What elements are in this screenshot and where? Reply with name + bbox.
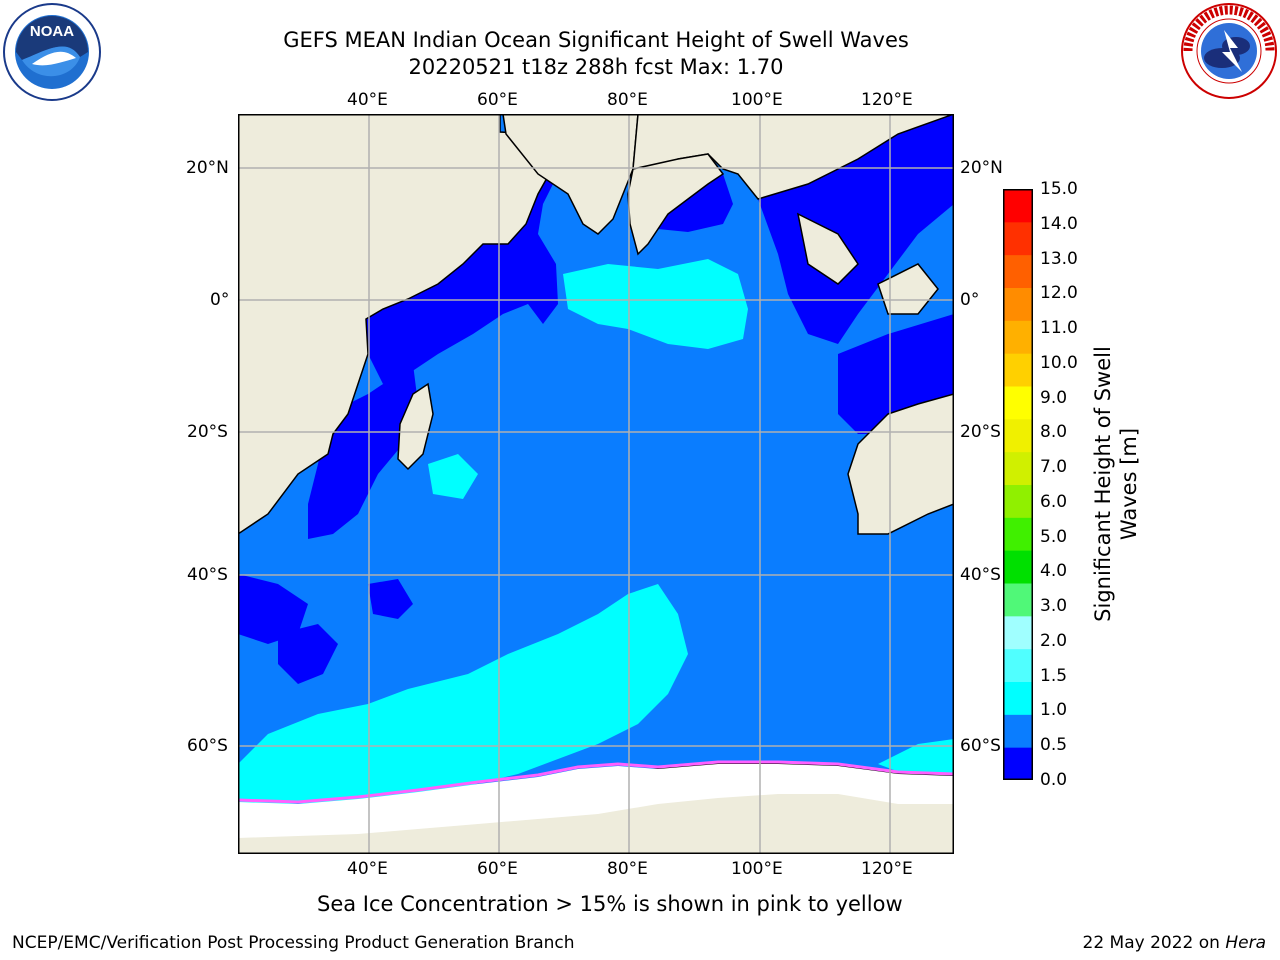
colorbar-segment	[1003, 418, 1033, 453]
colorbar-tick-label: 8.0	[1040, 422, 1068, 443]
moderate-swell-zones	[238, 259, 954, 806]
colorbar-tick-label: 3.0	[1040, 596, 1068, 617]
nws-logo	[1180, 2, 1278, 100]
colorbar	[1003, 189, 1033, 781]
colorbar-graphic	[1003, 189, 1033, 781]
colorbar-segment	[1003, 221, 1033, 256]
footer-host: Hera	[1225, 933, 1266, 953]
lon-tick-bottom-4: 100°E	[731, 859, 783, 879]
lat-tick-right-2: 0°	[960, 290, 980, 310]
footer-credit: NCEP/EMC/Verification Post Processing Pr…	[12, 933, 575, 953]
colorbar-segment	[1003, 648, 1033, 682]
colorbar-tick-label: 10.0	[1040, 352, 1078, 373]
footer-date-text: 22 May 2022 on	[1082, 933, 1226, 953]
colorbar-tick-label: 5.0	[1040, 526, 1068, 547]
colorbar-tick-label: 6.0	[1040, 491, 1068, 512]
colorbar-segment	[1003, 517, 1033, 551]
colorbar-segment	[1003, 484, 1033, 518]
colorbar-tick-label: 9.0	[1040, 387, 1068, 408]
colorbar-tick-label: 12.0	[1040, 283, 1078, 304]
colorbar-segment	[1003, 615, 1033, 650]
colorbar-frame	[1003, 189, 1033, 780]
australia	[847, 393, 954, 535]
colorbar-segment	[1003, 353, 1033, 387]
map-area	[238, 114, 954, 854]
lon-tick-bottom-1: 40°E	[347, 859, 388, 879]
lon-tick-top-1: 40°E	[347, 90, 388, 110]
colorbar-segment	[1003, 320, 1033, 354]
madagascar	[397, 382, 434, 471]
footer-date: 22 May 2022 on Hera	[1083, 933, 1267, 953]
lat-tick-left-2: 0°	[210, 290, 230, 310]
lat-tick-right-5: 60°S	[960, 736, 1001, 756]
lat-tick-left-5: 60°S	[187, 736, 228, 756]
lat-tick-left-4: 40°S	[187, 565, 228, 585]
lon-tick-bottom-2: 60°E	[477, 859, 518, 879]
lon-tick-top-3: 80°E	[607, 90, 648, 110]
map-frame	[238, 114, 954, 854]
lon-tick-bottom-3: 80°E	[607, 859, 648, 879]
lon-tick-bottom-5: 120°E	[861, 859, 913, 879]
sea-ice	[238, 760, 954, 838]
colorbar-ticks: 15.0 14.0 13.0 12.0 11.0 10.0 9.0 8.0 7.0 6.0 5.0 4…	[1040, 179, 1100, 790]
map-title: GEFS MEAN Indian Ocean Significant Heigh…	[283, 28, 909, 52]
malay-peninsula	[796, 212, 859, 285]
colorbar-segment	[1003, 747, 1033, 781]
lon-tick-top-5: 120°E	[861, 90, 913, 110]
colorbar-segment	[1003, 189, 1033, 223]
lat-tick-right-3: 20°S	[960, 422, 1001, 442]
colorbar-segment	[1003, 550, 1033, 584]
colorbar-tick-label: 1.5	[1040, 665, 1068, 686]
colorbar-segment	[1003, 681, 1033, 715]
lat-tick-left-1: 20°N	[186, 158, 229, 178]
colorbar-segment	[1003, 583, 1033, 617]
colorbar-segment	[1003, 451, 1033, 485]
colorbar-label: Significant Height of Swell Waves [m]	[1091, 346, 1141, 622]
landmasses	[238, 114, 954, 854]
noaa-logo: NOAA	[2, 2, 102, 102]
colorbar-tick-label: 1.0	[1040, 700, 1068, 721]
lon-tick-top-2: 60°E	[477, 90, 518, 110]
map-subtitle: 20220521 t18z 288h fcst Max: 1.70	[408, 55, 784, 79]
lat-tick-left-3: 20°S	[187, 422, 228, 442]
lat-tick-right-4: 40°S	[960, 565, 1001, 585]
borneo	[877, 263, 939, 315]
colorbar-tick-label: 15.0	[1040, 179, 1078, 199]
map-grid	[238, 114, 954, 854]
nws-logo-graphic	[1181, 3, 1277, 99]
noaa-logo-text: NOAA	[30, 23, 74, 40]
colorbar-tick-label: 0.0	[1040, 770, 1068, 790]
sea-ice-caption: Sea Ice Concentration > 15% is shown in …	[317, 892, 903, 916]
colorbar-tick-label: 2.0	[1040, 630, 1068, 651]
swell-height-map	[238, 114, 954, 854]
colorbar-tick-label: 14.0	[1040, 213, 1078, 234]
noaa-logo-graphic: NOAA	[3, 3, 101, 101]
colorbar-tick-label: 7.0	[1040, 457, 1068, 478]
colorbar-segment	[1003, 287, 1033, 321]
colorbar-segment	[1003, 714, 1033, 748]
colorbar-segment	[1003, 386, 1033, 420]
colorbar-tick-label: 0.5	[1040, 735, 1068, 756]
lat-tick-right-1: 20°N	[960, 158, 1003, 178]
colorbar-segment	[1003, 254, 1033, 288]
colorbar-tick-label: 4.0	[1040, 561, 1068, 582]
lon-tick-top-4: 100°E	[731, 90, 783, 110]
colorbar-tick-label: 11.0	[1040, 318, 1078, 339]
colorbar-tick-label: 13.0	[1040, 248, 1078, 269]
